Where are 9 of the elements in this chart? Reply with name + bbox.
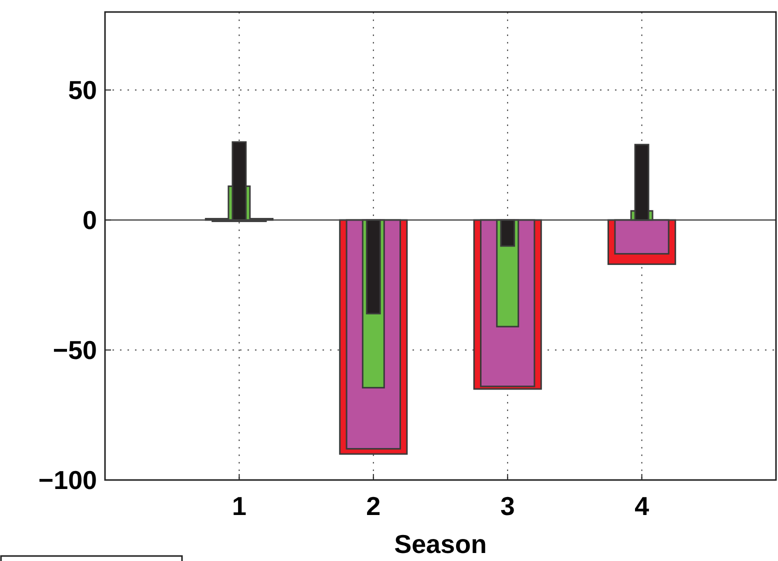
x-tick-label: 4	[634, 491, 650, 521]
y-tick-label: 50	[68, 75, 97, 105]
x-tick-label: 1	[232, 491, 246, 521]
y-tick-label: 0	[82, 205, 97, 235]
x-axis-title: Season	[394, 529, 487, 559]
x-tick-label: 2	[366, 491, 381, 521]
x-tick-label: 3	[500, 491, 515, 521]
y-tick-label: −50	[52, 335, 97, 365]
y-tick-label: −100	[38, 465, 97, 495]
